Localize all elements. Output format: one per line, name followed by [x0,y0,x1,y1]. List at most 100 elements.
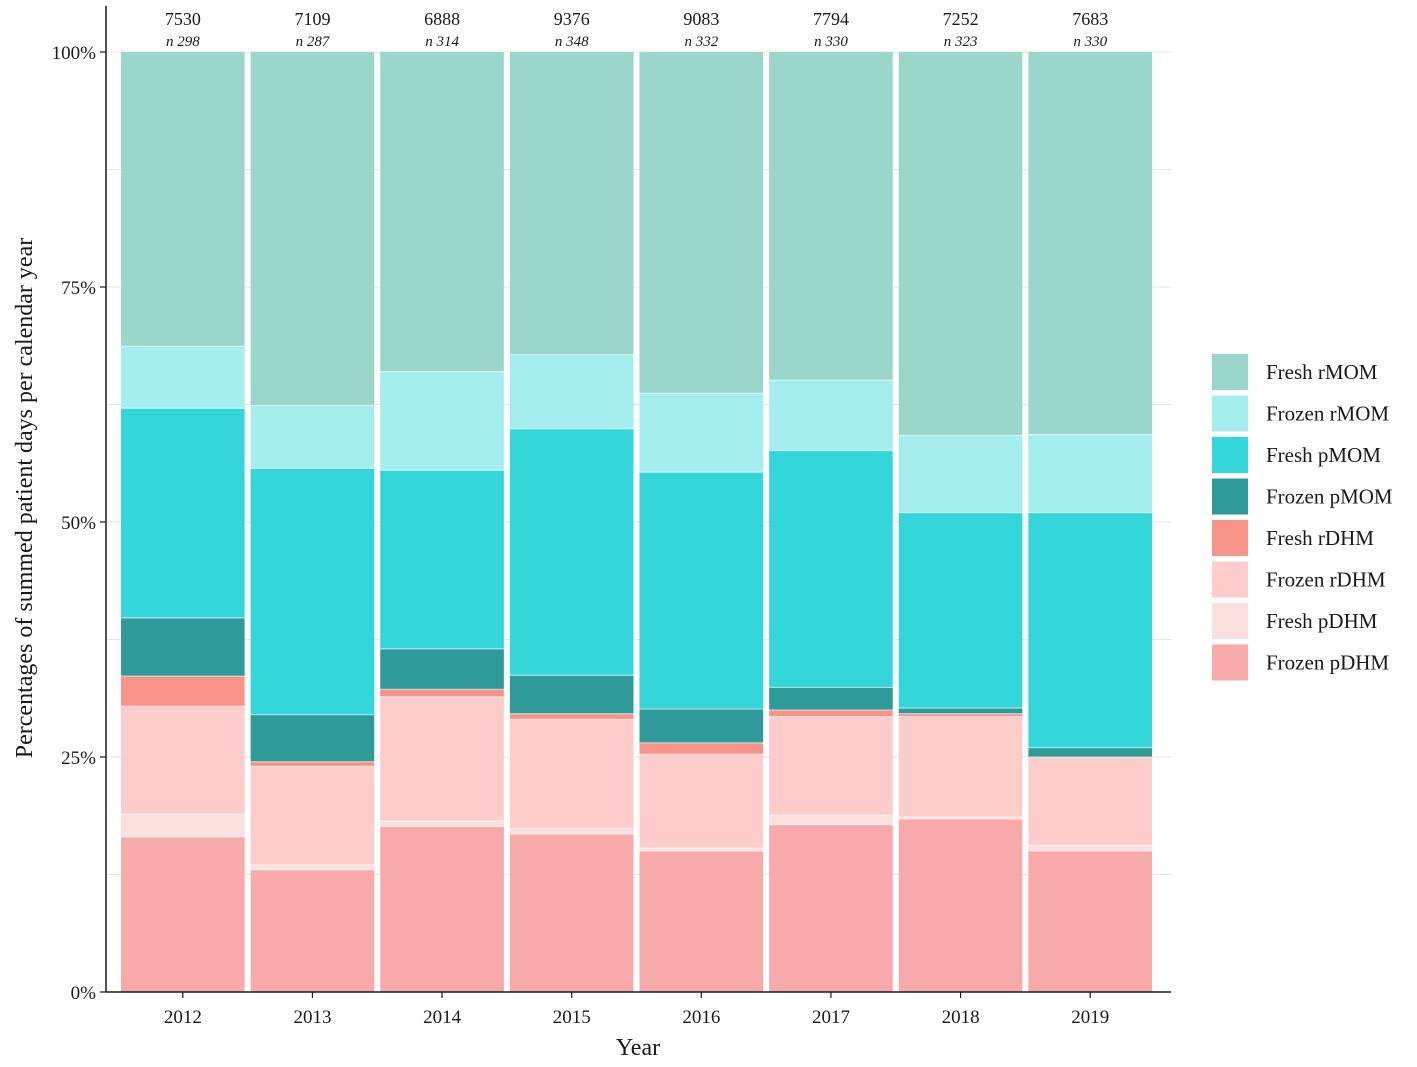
bar-segment-2013-frozen-rmom [250,405,375,469]
bar-total-label: 7530 [165,9,201,29]
bar-segment-2016-frozen-rdhm [639,754,764,849]
y-tick-label: 0% [71,983,97,1004]
y-tick-label: 50% [61,513,96,534]
bar-segment-2016-fresh-rdhm [639,742,764,755]
legend-swatch-fresh-rdhm [1212,520,1248,556]
bar-segment-2017-fresh-rdhm [769,710,893,717]
bar-segment-2012-fresh-rdhm [121,676,245,707]
bar-segment-2013-fresh-pmom [250,468,375,715]
bar-segment-2012-frozen-rdhm [121,706,245,815]
legend-label-fresh-rmom: Fresh rMOM [1266,360,1378,384]
bar-segment-2019-fresh-pmom [1028,512,1152,748]
bar-segment-2015-frozen-rmom [509,354,634,429]
bar-segment-2017-frozen-pmom [769,687,893,710]
bar-segment-2015-fresh-pmom [509,428,634,676]
bar-segment-2014-frozen-pdhm [380,826,504,992]
bars [121,52,1152,992]
bar-segment-2018-fresh-pdhm [898,817,1023,820]
bar-segment-2017-frozen-rdhm [769,716,893,816]
bar-segment-2014-fresh-pmom [380,470,504,649]
bar-segment-2012-fresh-pdhm [121,814,245,837]
bar-segment-2015-fresh-pdhm [509,828,634,835]
bar-segment-2014-fresh-rmom [380,52,504,372]
bar-segment-2012-fresh-pmom [121,408,245,618]
x-tick-label: 2015 [553,1007,591,1028]
x-tick-label: 2018 [942,1007,980,1028]
legend-swatch-frozen-rmom [1212,395,1248,432]
bar-n-label: n 348 [555,34,589,50]
bar-segment-2018-frozen-pmom [898,708,1023,714]
bar-segment-2019-frozen-pdhm [1028,851,1152,992]
y-tick-label: 75% [61,278,96,299]
bar-n-label: n 330 [814,34,848,50]
x-tick-label: 2019 [1071,1007,1109,1028]
bar-total-label: 6888 [424,9,460,29]
x-tick-label: 2013 [293,1007,331,1028]
bar-segment-2015-frozen-pdhm [509,834,634,992]
bar-segment-2014-fresh-pdhm [380,820,504,827]
bar-segment-2012-frozen-pdhm [121,836,245,992]
bar-segment-2017-frozen-rmom [769,380,893,451]
x-tick-label: 2016 [682,1007,720,1028]
bar-n-label: n 330 [1073,34,1107,50]
y-tick-label: 25% [61,748,96,769]
bar-segment-2017-fresh-pmom [769,450,893,688]
bar-segment-2017-fresh-pdhm [769,815,893,825]
bar-segment-2018-frozen-rmom [898,435,1023,513]
bar-segment-2019-fresh-rmom [1028,52,1152,435]
bar-segment-2017-fresh-rmom [769,52,893,381]
x-tick-label: 2017 [812,1007,850,1028]
legend-swatch-frozen-pdhm [1212,644,1248,681]
bar-n-label: n 287 [296,34,331,50]
legend-label-frozen-rmom: Frozen rMOM [1266,402,1389,426]
legend-swatch-fresh-rmom [1212,354,1248,390]
bar-segment-2018-fresh-pmom [898,512,1023,709]
bar-total-label: 9083 [683,9,719,29]
bar-segment-2013-frozen-rdhm [250,766,375,866]
legend-label-fresh-pdhm: Fresh pDHM [1266,609,1378,633]
legend-swatch-frozen-rdhm [1212,561,1248,598]
bar-segment-2012-frozen-rmom [121,346,245,409]
bar-segment-2014-frozen-rmom [380,371,504,471]
bar-segment-2019-fresh-pdhm [1028,845,1152,851]
bar-segment-2018-fresh-rmom [898,52,1023,436]
bar-segment-2017-frozen-pdhm [769,824,893,992]
bar-total-label: 7794 [813,9,849,29]
bar-segment-2015-fresh-rdhm [509,713,634,720]
legend-label-fresh-pmom: Fresh pMOM [1266,443,1381,467]
bar-segment-2013-fresh-pdhm [250,865,375,870]
y-tick-label: 100% [52,43,97,64]
legend: Fresh rMOM Frozen rMOM Fresh pMOM Frozen pM… [1212,354,1393,681]
bar-segment-2018-frozen-pdhm [898,819,1023,992]
bar-segment-2013-frozen-pdhm [250,869,375,992]
bar-segment-2015-frozen-pmom [509,675,634,714]
bar-total-label: 7683 [1072,9,1108,29]
legend-swatch-fresh-pmom [1212,437,1248,473]
axes: 2012 2013 2014 2015 2016 2017 2018 2019 0% 25% 50%… [52,6,1171,1028]
legend-label-frozen-pdhm: Frozen pDHM [1266,651,1389,675]
bar-segment-2013-fresh-rdhm [250,761,375,767]
bar-n-label: n 332 [684,34,718,50]
bar-segment-2016-frozen-rmom [639,393,764,473]
legend-label-frozen-pmom: Frozen pMOM [1266,485,1393,509]
bar-total-label: 7252 [943,9,979,29]
bar-n-label: n 323 [944,34,978,50]
x-axis-title: Year [616,1035,660,1061]
bar-segment-2019-frozen-pmom [1028,747,1152,757]
legend-label-fresh-rdhm: Fresh rDHM [1266,526,1374,550]
bar-segment-2014-fresh-rdhm [380,689,504,697]
bar-segment-2016-frozen-pmom [639,709,764,743]
bar-segment-2019-frozen-rdhm [1028,757,1152,846]
bar-segment-2014-frozen-pmom [380,648,504,690]
bar-segment-2018-fresh-rdhm [898,713,1023,717]
bar-top-labels: 7530 n 298 7109 n 287 6888 n 314 9376 n 348 9083… [165,9,1108,50]
bar-segment-2016-fresh-pmom [639,472,764,710]
bar-segment-2012-fresh-rmom [121,52,245,347]
bar-segment-2018-frozen-rdhm [898,716,1023,818]
bar-segment-2015-frozen-rdhm [509,719,634,829]
x-tick-label: 2014 [423,1007,462,1028]
bar-segment-2016-fresh-rmom [639,52,764,394]
bar-segment-2019-frozen-rmom [1028,434,1152,513]
